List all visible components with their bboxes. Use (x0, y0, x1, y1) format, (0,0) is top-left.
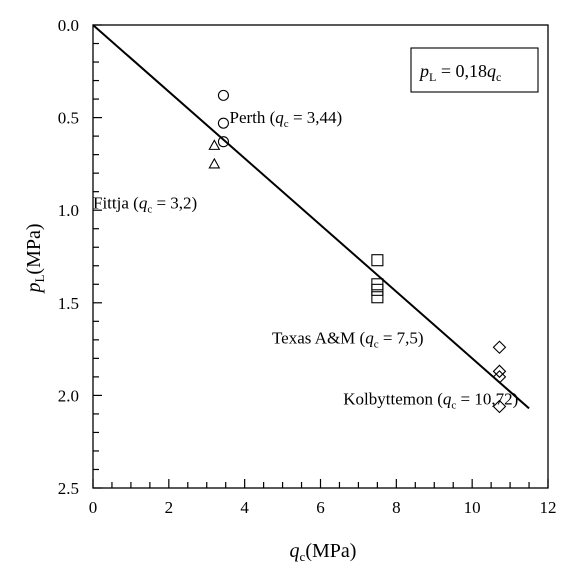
square-marker (371, 254, 384, 267)
x-axis-sub: c (300, 549, 306, 563)
x-tick-label: 8 (392, 498, 401, 517)
circle-marker (217, 136, 229, 148)
triangle-marker (208, 139, 221, 150)
annotation-site: Texas A&M ( (272, 329, 366, 348)
annotation-label: Kolbyttemon (qc = 10,72) (343, 390, 518, 412)
y-axis-unit: (MPa) (23, 223, 45, 274)
x-tick-label: 4 (240, 498, 249, 517)
annotation-value: = 3,2) (152, 193, 197, 212)
diamond-marker (492, 340, 507, 355)
y-tick-label: 0.0 (58, 16, 79, 35)
annotation-sub: c (451, 400, 456, 412)
square-marker (371, 291, 384, 304)
y-tick-label: 2.5 (58, 479, 79, 498)
annotation-symbol: q (275, 108, 284, 127)
annotation-label: Texas A&M (qc = 7,5) (272, 329, 424, 351)
y-axis-title: pL(MPa) (23, 223, 47, 294)
data-markers (208, 89, 507, 414)
y-tick-label: 0.5 (58, 109, 79, 128)
annotation-sub: c (374, 339, 379, 351)
x-tick-label: 10 (464, 498, 481, 517)
equation-box-border (410, 47, 539, 93)
annotation-value: = 7,5) (379, 329, 424, 348)
y-tick-label: 2.0 (58, 386, 79, 405)
circle-marker (217, 89, 229, 101)
annotation-label: Fittja (qc = 3,2) (93, 193, 197, 215)
fit-line (92, 24, 530, 410)
annotation-site: Fittja ( (93, 193, 139, 212)
x-axis-unit: (MPa) (305, 540, 356, 562)
annotation-sub: c (284, 118, 289, 130)
diamond-marker (492, 364, 507, 379)
annotation-label: Perth (qc = 3,44) (230, 108, 343, 130)
annotation-symbol: q (365, 329, 374, 348)
equation-lhs-sub: L (429, 70, 436, 84)
equation-lhs: p (418, 61, 429, 81)
annotation-site: Perth ( (230, 108, 276, 127)
annotation-site: Kolbyttemon ( (343, 390, 443, 409)
plot-frame (92, 24, 549, 489)
fit-line-group (92, 24, 530, 410)
y-tick-label: 1.0 (58, 201, 79, 220)
x-tick-label: 6 (316, 498, 325, 517)
circle-marker (217, 117, 229, 129)
equation-rhs-sub: c (496, 70, 501, 84)
y-tick-label: 1.5 (58, 294, 79, 313)
annotation-value: = 10,72) (456, 390, 518, 409)
x-axis-symbol: q (290, 540, 300, 562)
x-tick-label: 0 (89, 498, 98, 517)
annotation-symbol: q (443, 390, 452, 409)
annotations: Perth (qc = 3,44)Fittja (qc = 3,2)Texas … (93, 108, 518, 412)
diamond-marker (492, 370, 507, 384)
annotation-sub: c (147, 203, 152, 215)
square-marker (371, 283, 384, 296)
equation-rhs: q (487, 61, 496, 81)
equation-mid: = 0,18 (436, 61, 487, 81)
y-axis-sub: L (32, 275, 47, 283)
x-tick-label: 12 (540, 498, 557, 517)
equation-text: pL = 0,18qc (418, 61, 501, 84)
x-axis-title: qc(MPa) (290, 540, 357, 563)
annotation-symbol: q (139, 193, 148, 212)
diamond-marker (492, 399, 507, 414)
annotation-value: = 3,44) (289, 108, 343, 127)
tick-labels: 0 2 4 6 8 10 12 0.0 0.5 1.0 1.5 2.0 2.5 (58, 16, 557, 517)
plot-area-border (92, 24, 549, 489)
x-tick-label: 2 (165, 498, 174, 517)
equation-box: pL = 0,18qc (410, 47, 539, 93)
axis-ticks (92, 24, 549, 489)
triangle-marker (208, 157, 221, 169)
y-axis-symbol: p (23, 283, 45, 295)
